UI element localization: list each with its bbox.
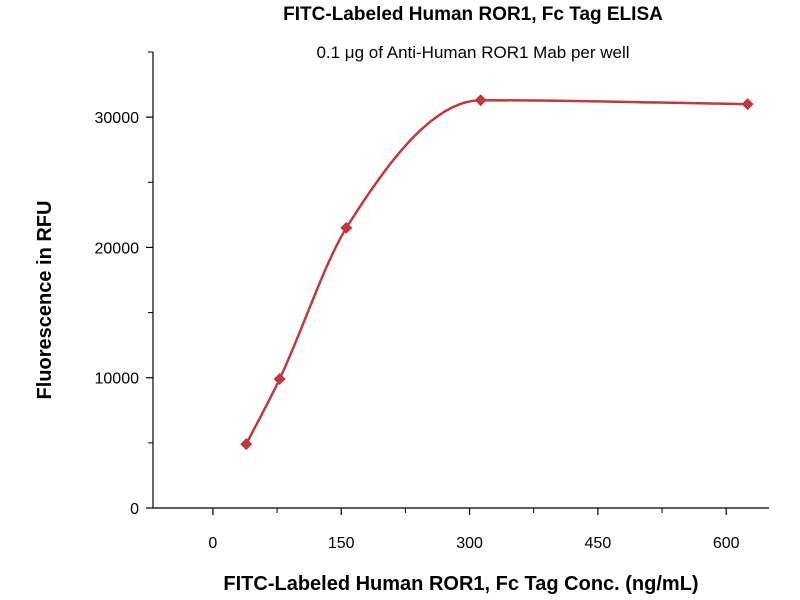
- y-axis-ticks: 0 10000 20000 30000: [95, 51, 153, 518]
- x-axis-title: FITC-Labeled Human ROR1, Fc Tag Conc. (n…: [223, 573, 698, 595]
- y-tick-label: 10000: [95, 371, 140, 388]
- data-point: [474, 94, 487, 107]
- x-axis-ticks: 0 150 300 450 600: [208, 508, 740, 552]
- y-tick-label: 30000: [95, 110, 140, 127]
- x-tick-label: 300: [456, 535, 483, 552]
- data-point: [741, 98, 754, 111]
- x-tick-label: 0: [208, 535, 217, 552]
- chart-title: FITC-Labeled Human ROR1, Fc Tag ELISA: [283, 4, 663, 25]
- x-tick-label: 450: [585, 535, 612, 552]
- data-points: [240, 94, 754, 451]
- x-tick-label: 600: [713, 535, 740, 552]
- data-point: [273, 373, 286, 386]
- chart-subtitle: 0.1 μg of Anti-Human ROR1 Mab per well: [316, 43, 629, 62]
- y-tick-label: 20000: [95, 240, 140, 257]
- x-tick-label: 150: [328, 535, 355, 552]
- data-point: [240, 438, 253, 451]
- y-tick-label: 0: [130, 501, 139, 518]
- fit-curve: [245, 98, 748, 445]
- y-axis-title: Fluorescence in RFU: [34, 201, 56, 400]
- data-point: [340, 221, 353, 234]
